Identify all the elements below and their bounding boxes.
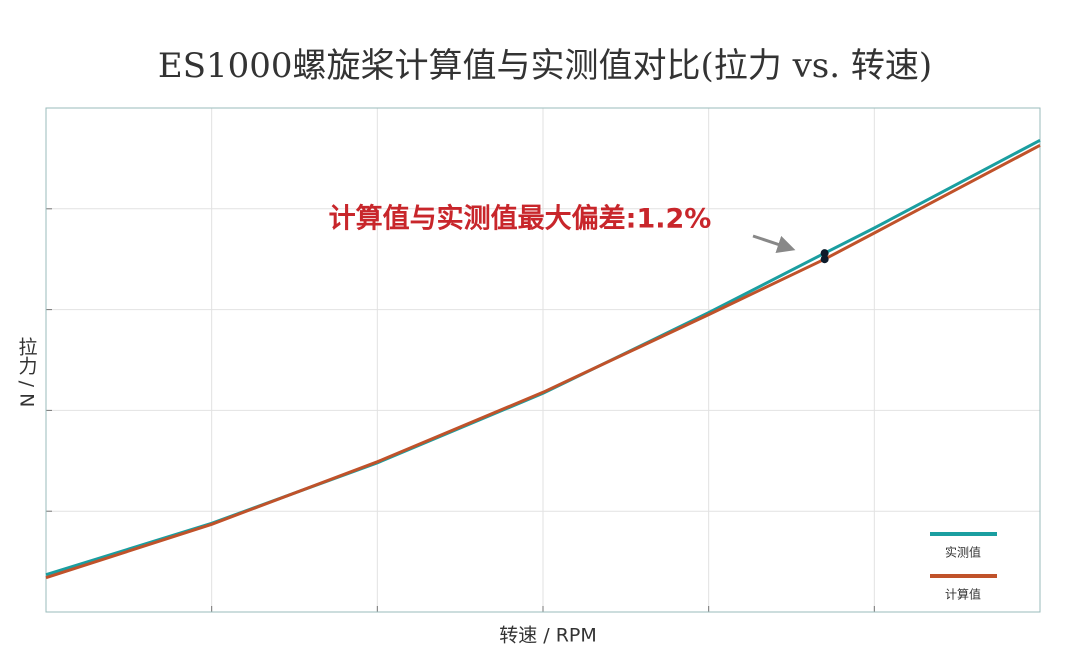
plot [45,107,1041,613]
highlight-point [820,255,829,264]
x-axis-label: 转速 / RPM [499,625,597,647]
plot-frame [45,107,1041,613]
legend-label: 计算值 [945,587,981,602]
highlight-point [820,249,829,258]
y-axis-label: 拉力 / N [16,336,38,407]
annotation: 计算值与实测值最大偏差:1.2% [329,203,712,235]
series-line [45,143,1041,580]
chart-title: ES1000螺旋桨计算值与实测值对比(拉力 vs. 转速) [158,46,932,86]
annotation-arrow [752,234,796,253]
legend-label: 实测值 [945,545,981,560]
